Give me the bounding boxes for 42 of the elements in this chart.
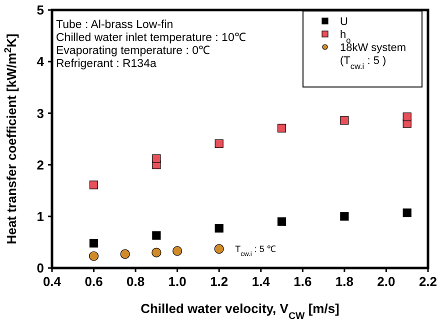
point: [214, 224, 224, 233]
x-tick-label: 1.6: [294, 274, 312, 289]
point: [214, 139, 224, 148]
y-tick-label: 3: [36, 106, 44, 121]
annotation: T$_{cw.i}$ : 5 ℃: [235, 244, 276, 258]
point: [152, 248, 162, 258]
legend-label: 18kW system (T$_{cw.i}$ : 5 ): [340, 42, 406, 70]
point: [340, 116, 349, 125]
point: [214, 244, 224, 254]
point: [89, 180, 98, 190]
annotation: Chilled water inlet temperature : 10℃: [56, 32, 246, 44]
point: [402, 112, 412, 122]
y-tick-label: 5: [36, 2, 44, 18]
x-tick-label: 2.2: [418, 274, 438, 289]
annotation: Evaporating temperature : 0℃: [56, 45, 211, 57]
y-tick-label: 2: [36, 157, 44, 172]
annotation: Tube : Al-brass Low-fin: [56, 19, 174, 31]
x-axis-title: Chilled water velocity, V$_{CW}$ [m/s]: [140, 301, 340, 322]
point: [152, 154, 161, 163]
y-tick-label: 4: [36, 54, 45, 70]
legend-label: h$_{o}$: [340, 29, 352, 44]
annotation: Refrigerant : R134a: [56, 58, 157, 70]
point: [340, 212, 349, 221]
y-tick-label: 1: [36, 208, 44, 224]
x-tick-label: 1.8: [335, 274, 354, 289]
x-tick-label: 0.8: [126, 274, 145, 289]
point: [152, 231, 161, 240]
point: [89, 238, 98, 248]
point: [120, 249, 130, 259]
point: [402, 208, 412, 218]
point: [88, 251, 99, 261]
point: [277, 217, 286, 226]
legend-label: U: [340, 16, 348, 28]
point: [172, 246, 182, 256]
x-tick-label: 1.0: [168, 274, 186, 289]
x-tick-label: 1.4: [252, 274, 271, 289]
y-tick-label: 0: [36, 260, 44, 276]
point: [277, 124, 286, 132]
x-tick-label: 1.2: [210, 274, 228, 289]
x-tick-label: 0.4: [42, 274, 62, 289]
x-tick-label: 2.0: [377, 274, 396, 289]
x-tick-label: 0.6: [84, 274, 103, 289]
